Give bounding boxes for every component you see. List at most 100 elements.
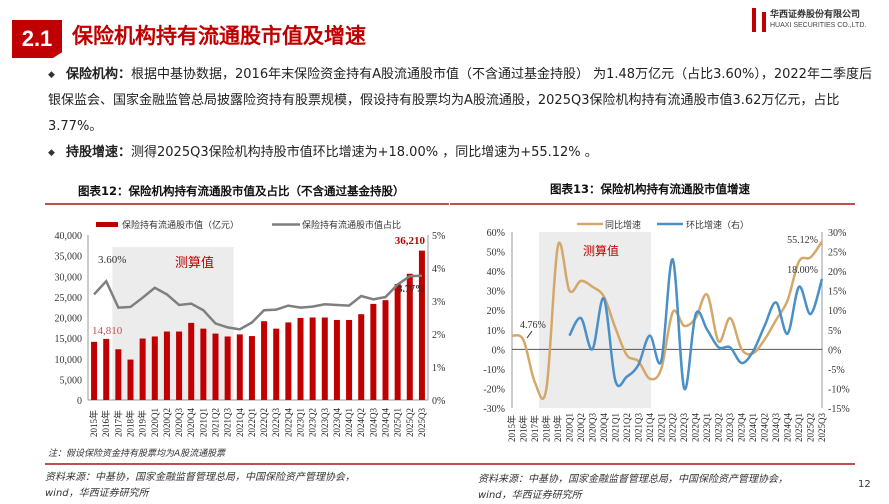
x-tick: 2022Q3	[271, 408, 281, 437]
annotation: 4.76%	[520, 320, 546, 331]
y-tick-left: -30%	[483, 404, 505, 415]
x-tick: 2018年	[540, 415, 551, 442]
y-tick-left: 0	[77, 396, 82, 407]
y-tick-right: 15%	[828, 287, 846, 298]
x-tick: 2019年	[137, 410, 148, 437]
bar-2023Q1	[298, 318, 304, 400]
x-tick: 2020Q4	[599, 413, 609, 442]
bar-2021Q2	[213, 334, 219, 400]
y-tick-left: 25,000	[55, 293, 83, 304]
bar-2024Q3	[370, 304, 376, 400]
y-tick-left: 5,000	[60, 375, 83, 386]
bar-2020Q1	[152, 336, 158, 400]
x-tick: 2021Q4	[235, 408, 245, 437]
legend-yoy-label: 同比增速	[605, 219, 641, 230]
x-tick: 2025Q2	[405, 408, 415, 437]
bar-2019年	[140, 339, 146, 400]
y-tick-left: 50%	[487, 248, 505, 259]
bar-2016年	[103, 339, 109, 400]
y-tick-right: 4%	[432, 264, 445, 275]
bar-2020Q4	[188, 323, 194, 400]
x-tick: 2020Q2	[162, 408, 172, 437]
x-tick: 2024Q3	[368, 408, 378, 437]
x-tick: 2021Q1	[610, 413, 620, 442]
x-tick: 2022Q4	[283, 408, 293, 437]
x-tick: 2017年	[529, 415, 540, 442]
y-tick-right: -10%	[828, 384, 850, 395]
legend-bar-swatch	[96, 222, 118, 227]
divider	[45, 463, 855, 465]
x-tick: 2023Q4	[332, 408, 342, 437]
chart12-note: 注：假设保险资金持有股票均为A股流通股票	[48, 446, 225, 459]
bar-2021Q1	[200, 329, 206, 400]
bar-2022Q1	[249, 336, 255, 400]
x-tick: 2024Q1	[344, 408, 354, 437]
y-tick-left: 10%	[487, 326, 505, 337]
x-tick: 2023Q1	[702, 413, 712, 442]
x-tick: 2023Q4	[737, 413, 747, 442]
source-line: 资料来源：中基协，国家金融监督管理总局，中国保险资产管理协会，	[478, 472, 788, 488]
x-tick: 2025Q2	[806, 413, 816, 442]
annotation: 14,810	[92, 325, 123, 337]
y-tick-right: -15%	[828, 404, 850, 415]
y-tick-right: 30%	[828, 228, 846, 239]
annotation: 36,210	[395, 235, 426, 247]
y-tick-left: 10,000	[55, 355, 83, 366]
x-tick: 2022Q3	[679, 413, 689, 442]
bar-2025Q1	[395, 284, 401, 400]
y-tick-right: -5%	[828, 365, 845, 376]
x-tick: 2016年	[100, 410, 111, 437]
x-tick: 2025Q3	[817, 413, 827, 442]
y-tick-right: 3%	[432, 297, 445, 308]
x-tick: 2024Q4	[783, 413, 793, 442]
x-tick: 2017年	[112, 410, 123, 437]
y-tick-right: 20%	[828, 267, 846, 278]
annotation: 3.77%	[398, 284, 426, 295]
y-tick-left: 40%	[487, 267, 505, 278]
x-tick: 2022Q2	[259, 408, 269, 437]
x-tick: 2021Q3	[223, 408, 233, 437]
x-tick: 2021Q1	[198, 408, 208, 437]
bar-2023Q2	[310, 318, 316, 401]
bar-2020Q3	[176, 332, 182, 400]
source-line: wind，华西证券研究所	[478, 488, 788, 504]
chart13-source: 资料来源：中基协，国家金融监督管理总局，中国保险资产管理协会，wind，华西证券…	[478, 472, 788, 504]
bar-2017年	[115, 349, 121, 400]
x-tick: 2021Q2	[622, 413, 632, 442]
annotation: 55.12%	[787, 235, 818, 246]
x-tick: 2020Q4	[186, 408, 196, 437]
bar-2022Q4	[285, 322, 291, 400]
bar-2024Q4	[383, 300, 389, 400]
y-tick-left: -10%	[483, 365, 505, 376]
bar-2024Q1	[346, 320, 352, 400]
bar-2022Q2	[261, 321, 267, 400]
shade-label: 测算值	[583, 243, 619, 258]
x-tick: 2023Q2	[308, 408, 318, 437]
page-number: 12	[858, 479, 871, 490]
y-tick-left: 60%	[487, 228, 505, 239]
y-tick-right: 0%	[432, 396, 445, 407]
shade-label: 测算值	[175, 255, 214, 270]
x-tick: 2015年	[88, 410, 99, 437]
y-tick-right: 10%	[828, 306, 846, 317]
x-tick: 2020Q1	[564, 413, 574, 442]
y-tick-right: 2%	[432, 330, 445, 341]
y-tick-left: 30,000	[55, 272, 83, 283]
x-tick: 2024Q1	[748, 413, 758, 442]
annotation-pointer	[527, 331, 532, 338]
x-tick: 2022Q4	[691, 413, 701, 442]
legend-bar-label: 保险持有流通股市值（亿元）	[122, 219, 239, 230]
x-tick: 2020Q2	[576, 413, 586, 442]
y-tick-left: 30%	[487, 287, 505, 298]
bar-2023Q4	[334, 320, 340, 400]
x-tick: 2024Q2	[760, 413, 770, 442]
x-tick: 2015年	[506, 415, 517, 442]
legend-line-label: 保险持有流通股市值占比	[302, 219, 401, 230]
bar-2020Q2	[164, 332, 170, 400]
x-tick: 2022Q1	[656, 413, 666, 442]
x-tick: 2024Q3	[771, 413, 781, 442]
bar-2021Q4	[237, 334, 243, 400]
x-tick: 2024Q4	[381, 408, 391, 437]
y-tick-left: 20,000	[55, 314, 83, 325]
